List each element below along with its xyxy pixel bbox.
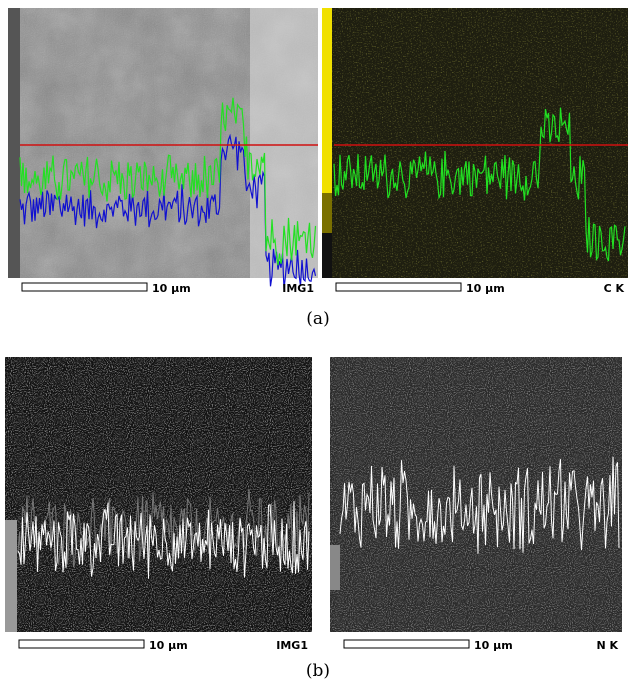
scale-bar: [343, 639, 470, 649]
line-scan: [17, 500, 310, 579]
image-caption: N K: [596, 639, 618, 652]
scale-bar: [335, 282, 462, 292]
image-caption: C K: [604, 282, 625, 295]
scale-bar-label: 10 μm: [149, 639, 188, 652]
color-bar: [322, 193, 332, 233]
line-scan: [17, 489, 310, 568]
color-bar: [322, 8, 332, 193]
line-scan: [333, 107, 626, 262]
texture: [330, 357, 622, 632]
panel-label: (b): [306, 661, 330, 681]
scale-bar-label: 10 μm: [474, 639, 513, 652]
image-caption: IMG1: [276, 639, 308, 652]
scale-bar-label: 10 μm: [152, 282, 191, 295]
color-bar: [330, 545, 340, 590]
line-scan: [19, 97, 317, 266]
scale-bar: [18, 639, 145, 649]
line-scan: [339, 456, 620, 554]
gray-scale-bar: [8, 8, 20, 278]
color-bar: [322, 233, 332, 278]
scale-bar: [21, 282, 148, 292]
image-caption: IMG1: [282, 282, 314, 295]
texture: [322, 8, 628, 278]
line-scan: [19, 133, 317, 289]
gray-scale-bar: [5, 520, 17, 632]
scale-bar-label: 10 μm: [466, 282, 505, 295]
texture: [5, 357, 312, 632]
panel-label: (a): [306, 309, 329, 329]
